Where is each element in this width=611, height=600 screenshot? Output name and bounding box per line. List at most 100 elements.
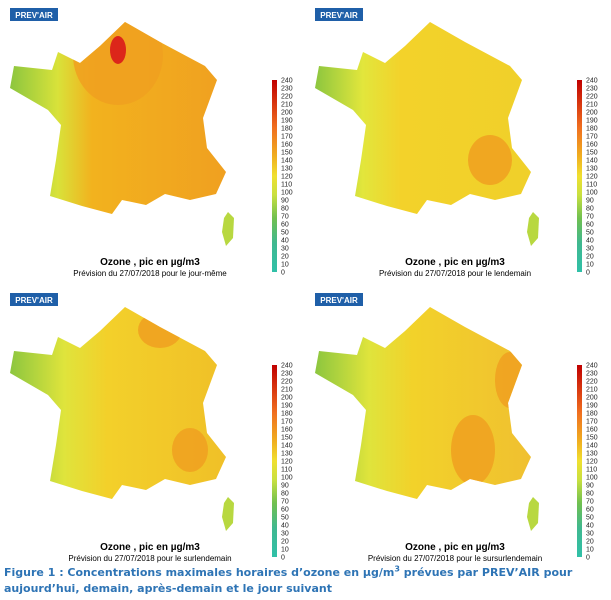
scale-tick-label: 120 [281, 174, 293, 181]
scale-tick-label: 50 [586, 515, 594, 522]
scale-tick-label: 210 [586, 102, 598, 109]
scale-tick-label: 140 [281, 158, 293, 165]
scale-tick-label: 170 [586, 419, 598, 426]
scale-tick-label: 130 [586, 166, 598, 173]
scale-tick-label: 150 [586, 150, 598, 157]
scale-tick-label: 100 [586, 475, 598, 482]
scale-tick-label: 210 [281, 387, 293, 394]
scale-tick-label: 50 [281, 230, 289, 237]
map-panel: PREV'AIR24023022021020019018017016015014… [10, 293, 293, 563]
scale-tick-label: 180 [586, 411, 598, 418]
logo-box [10, 293, 58, 306]
caption-rest: prévues par PREV’AIR pour aujourd’hui, d… [4, 566, 573, 595]
hot-spot [451, 415, 495, 485]
caption-sup: 3 [394, 564, 400, 574]
scale-tick-label: 190 [281, 118, 293, 125]
map-panel: PREV'AIR24023022021020019018017016015014… [315, 8, 598, 278]
scale-tick-label: 100 [281, 475, 293, 482]
scale-tick-label: 20 [281, 539, 289, 546]
scale-tick-label: 30 [281, 531, 289, 538]
scale-tick-label: 200 [586, 110, 598, 117]
scale-tick-label: 180 [281, 411, 293, 418]
scale-tick-label: 140 [281, 443, 293, 450]
scale-tick-label: 190 [281, 403, 293, 410]
scale-tick-label: 230 [586, 86, 598, 93]
scale-tick-label: 130 [586, 451, 598, 458]
scale-tick-label: 80 [281, 206, 289, 213]
corsica [527, 497, 539, 531]
scale-tick-label: 180 [281, 126, 293, 133]
hot-spot [495, 352, 525, 408]
scale-tick-label: 40 [586, 238, 594, 245]
scale-tick-label: 70 [586, 214, 594, 221]
logo: PREV'AIR [320, 11, 358, 20]
corsica [222, 212, 234, 246]
scale-tick-label: 0 [281, 270, 285, 277]
scale-tick-label: 30 [586, 531, 594, 538]
scale-tick-label: 40 [586, 523, 594, 530]
logo-box [315, 8, 363, 21]
scale-tick-label: 200 [586, 395, 598, 402]
map-panel: PREV'AIR24023022021020019018017016015014… [315, 293, 598, 563]
scale-tick-label: 170 [281, 419, 293, 426]
scale-tick-label: 120 [586, 174, 598, 181]
france-map [10, 307, 226, 499]
scale-tick-label: 150 [281, 150, 293, 157]
scale-tick-label: 10 [586, 547, 594, 554]
scale-tick-label: 110 [281, 182, 292, 189]
scale-tick-label: 110 [281, 467, 292, 474]
pollution-areas [73, 22, 163, 105]
scale-tick-label: 80 [586, 206, 594, 213]
scale-tick-label: 120 [586, 459, 598, 466]
logo: PREV'AIR [15, 11, 53, 20]
scale-tick-label: 240 [586, 363, 598, 370]
scale-tick-label: 10 [586, 262, 594, 269]
scale-tick-label: 10 [281, 547, 289, 554]
scale-tick-label: 220 [586, 379, 598, 386]
scale-tick-label: 0 [586, 270, 590, 277]
scale-tick-label: 50 [586, 230, 594, 237]
scale-tick-label: 110 [586, 467, 597, 474]
scale-tick-label: 90 [281, 198, 289, 205]
scale-tick-label: 20 [281, 254, 289, 261]
scale-tick-label: 100 [586, 190, 598, 197]
scale-tick-label: 210 [586, 387, 598, 394]
scale-tick-label: 190 [586, 118, 598, 125]
map-subtitle: Prévision du 27/07/2018 pour le jour-mêm… [73, 269, 227, 278]
scale-tick-label: 60 [281, 222, 289, 229]
scale-tick-label: 130 [281, 166, 293, 173]
logo-box [10, 8, 58, 21]
scale-tick-label: 0 [281, 555, 285, 562]
scale-tick-label: 100 [281, 190, 293, 197]
scale-tick-label: 150 [281, 435, 293, 442]
scale-tick-label: 160 [281, 142, 293, 149]
hot-spot [110, 36, 126, 64]
scale-tick-label: 0 [586, 555, 590, 562]
map-title: Ozone , pic en µg/m3 [100, 542, 200, 553]
scale-tick-label: 220 [281, 94, 293, 101]
scale-tick-label: 200 [281, 110, 293, 117]
scale-tick-label: 10 [281, 262, 289, 269]
scale-tick-label: 240 [281, 363, 293, 370]
color-scale [577, 365, 582, 557]
scale-tick-label: 50 [281, 515, 289, 522]
scale-tick-label: 210 [281, 102, 293, 109]
scale-tick-label: 230 [586, 371, 598, 378]
scale-tick-label: 160 [281, 427, 293, 434]
scale-tick-label: 170 [586, 134, 598, 141]
logo: PREV'AIR [15, 296, 53, 305]
pollution-areas [468, 135, 512, 185]
scale-tick-label: 150 [586, 435, 598, 442]
color-scale [272, 80, 277, 272]
scale-tick-label: 160 [586, 427, 598, 434]
scale-tick-label: 30 [586, 246, 594, 253]
scale-tick-label: 60 [281, 507, 289, 514]
map-subtitle: Prévision du 27/07/2018 pour le sursurle… [368, 554, 542, 563]
scale-tick-label: 90 [586, 198, 594, 205]
scale-tick-label: 90 [281, 483, 289, 490]
scale-tick-label: 70 [586, 499, 594, 506]
caption: Figure 1 : Concentrations maximales hora… [4, 565, 604, 597]
scale-tick-label: 70 [281, 499, 289, 506]
scale-tick-label: 60 [586, 507, 594, 514]
color-scale [272, 365, 277, 557]
